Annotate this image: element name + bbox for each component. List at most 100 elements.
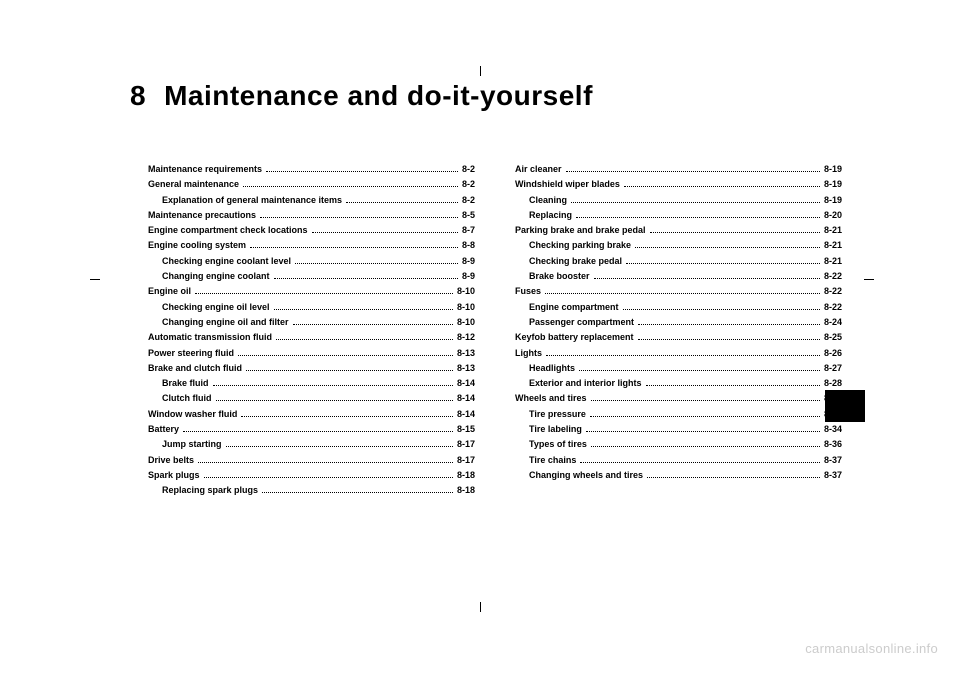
toc-entry-label: Maintenance requirements [148, 162, 262, 177]
toc-entry-label: Lights [515, 346, 542, 361]
toc-entry: Checking parking brake8-21 [515, 238, 842, 253]
toc-column-left: Maintenance requirements 8-2 General maint… [148, 162, 475, 499]
toc-entry: Cleaning 8-19 [515, 193, 842, 208]
toc-entry-label: Cleaning [529, 193, 567, 208]
toc-entry-label: Checking engine oil level [162, 300, 270, 315]
toc-entry-label: Changing engine coolant [162, 269, 270, 284]
toc-entry: Headlights 8-27 [515, 361, 842, 376]
toc-entry: Drive belts 8-17 [148, 453, 475, 468]
toc-entry: Power steering fluid 8-13 [148, 346, 475, 361]
toc-leader [638, 339, 820, 340]
toc-entry-page: 8-10 [457, 315, 475, 330]
toc-entry-page: 8-13 [457, 346, 475, 361]
toc-entry-page: 8-19 [824, 162, 842, 177]
toc-entry: Maintenance requirements 8-2 [148, 162, 475, 177]
toc-entry: Brake booster 8-22 [515, 269, 842, 284]
toc-entry-label: Power steering fluid [148, 346, 234, 361]
toc-entry-label: General maintenance [148, 177, 239, 192]
toc-entry-page: 8-27 [824, 361, 842, 376]
toc-entry-label: Checking brake pedal [529, 254, 622, 269]
toc-entry: Changing wheels and tires8-37 [515, 468, 842, 483]
toc-entry-page: 8-26 [824, 346, 842, 361]
toc-leader [576, 217, 820, 218]
toc-leader [250, 247, 458, 248]
toc-entry-page: 8-12 [457, 330, 475, 345]
toc-leader [274, 309, 453, 310]
toc-leader [198, 462, 453, 463]
crop-mark [480, 602, 481, 612]
toc-entry-page: 8-24 [824, 315, 842, 330]
toc-entry-page: 8-22 [824, 284, 842, 299]
toc-leader [591, 446, 820, 447]
toc-entry-label: Engine cooling system [148, 238, 246, 253]
toc-entry: Brake fluid 8-14 [148, 376, 475, 391]
toc-entry: Windshield wiper blades8-19 [515, 177, 842, 192]
toc-entry: Tire chains8-37 [515, 453, 842, 468]
toc-entry: Changing engine oil and filter8-10 [148, 315, 475, 330]
toc-entry-label: Headlights [529, 361, 575, 376]
toc-entry-page: 8-9 [462, 254, 475, 269]
toc-entry-page: 8-37 [824, 468, 842, 483]
toc-entry: Window washer fluid8-14 [148, 407, 475, 422]
toc-leader [213, 385, 453, 386]
toc-entry-label: Windshield wiper blades [515, 177, 620, 192]
toc-entry: Parking brake and brake pedal 8-21 [515, 223, 842, 238]
toc-entry: Replacing 8-20 [515, 208, 842, 223]
toc-entry-label: Replacing [529, 208, 572, 223]
section-tab-marker [825, 390, 865, 422]
toc-leader [626, 263, 820, 264]
toc-leader [650, 232, 820, 233]
toc-entry-label: Spark plugs [148, 468, 200, 483]
toc-leader [246, 370, 453, 371]
toc-entry-label: Exterior and interior lights [529, 376, 642, 391]
toc-entry: Spark plugs 8-18 [148, 468, 475, 483]
toc-entry: Wheels and tires8-32 [515, 391, 842, 406]
toc-leader [647, 477, 820, 478]
toc-leader [262, 492, 453, 493]
toc-leader [204, 477, 453, 478]
toc-entry-label: Tire pressure [529, 407, 586, 422]
toc-entry-page: 8-10 [457, 284, 475, 299]
crop-mark [90, 279, 100, 280]
toc-entry-page: 8-15 [457, 422, 475, 437]
toc-entry-page: 8-34 [824, 422, 842, 437]
toc-entry: Exterior and interior lights8-28 [515, 376, 842, 391]
toc-entry-page: 8-36 [824, 437, 842, 452]
toc-entry: Passenger compartment8-24 [515, 315, 842, 330]
toc-entry-label: Replacing spark plugs [162, 483, 258, 498]
toc-entry: Tire pressure8-33 [515, 407, 842, 422]
toc-entry: Lights 8-26 [515, 346, 842, 361]
toc-entry: Engine oil8-10 [148, 284, 475, 299]
toc-entry-page: 8-14 [457, 376, 475, 391]
toc-leader [260, 217, 458, 218]
toc-leader [195, 293, 453, 294]
toc-entry-page: 8-2 [462, 162, 475, 177]
toc-entry-label: Brake fluid [162, 376, 209, 391]
toc-leader [293, 324, 453, 325]
toc-leader [241, 416, 453, 417]
table-of-contents: Maintenance requirements 8-2 General maint… [130, 162, 860, 499]
toc-leader [295, 263, 458, 264]
toc-entry-label: Parking brake and brake pedal [515, 223, 646, 238]
toc-entry-page: 8-19 [824, 193, 842, 208]
toc-entry-page: 8-21 [824, 223, 842, 238]
toc-leader [545, 293, 820, 294]
toc-entry-label: Drive belts [148, 453, 194, 468]
toc-entry-label: Tire chains [529, 453, 576, 468]
toc-entry-label: Explanation of general maintenance items [162, 193, 342, 208]
toc-entry-page: 8-22 [824, 300, 842, 315]
toc-entry-page: 8-22 [824, 269, 842, 284]
toc-leader [571, 202, 820, 203]
toc-entry-label: Tire labeling [529, 422, 582, 437]
crop-mark [864, 279, 874, 280]
toc-entry-label: Brake booster [529, 269, 590, 284]
toc-entry-label: Wheels and tires [515, 391, 587, 406]
toc-leader [276, 339, 453, 340]
toc-entry-page: 8-18 [457, 468, 475, 483]
toc-entry-page: 8-17 [457, 453, 475, 468]
toc-entry-page: 8-18 [457, 483, 475, 498]
toc-entry-label: Air cleaner [515, 162, 562, 177]
toc-leader [646, 385, 820, 386]
toc-leader [579, 370, 820, 371]
toc-entry-page: 8-20 [824, 208, 842, 223]
